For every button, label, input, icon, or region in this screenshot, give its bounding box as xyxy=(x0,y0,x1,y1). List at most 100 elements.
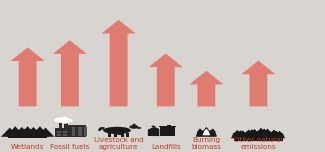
Circle shape xyxy=(54,117,66,123)
Polygon shape xyxy=(243,130,254,134)
Polygon shape xyxy=(262,129,273,133)
Polygon shape xyxy=(258,129,270,135)
Bar xyxy=(72,130,75,133)
Bar xyxy=(55,128,68,137)
Polygon shape xyxy=(242,130,255,136)
Bar xyxy=(78,133,82,136)
Polygon shape xyxy=(30,129,43,137)
Polygon shape xyxy=(189,71,224,106)
Bar xyxy=(78,130,82,133)
Bar xyxy=(253,138,256,140)
Polygon shape xyxy=(236,131,245,134)
Polygon shape xyxy=(236,131,245,136)
Polygon shape xyxy=(245,129,258,138)
Bar xyxy=(159,126,176,127)
Polygon shape xyxy=(149,54,183,106)
Polygon shape xyxy=(275,131,284,135)
Bar xyxy=(121,133,124,137)
Text: Landfills: Landfills xyxy=(151,145,181,150)
Circle shape xyxy=(151,126,155,127)
Polygon shape xyxy=(261,129,274,136)
Polygon shape xyxy=(259,129,269,133)
Bar xyxy=(126,133,129,137)
Bar xyxy=(72,133,75,136)
Polygon shape xyxy=(12,129,25,137)
Bar xyxy=(241,138,244,140)
Polygon shape xyxy=(19,128,32,137)
Text: Livestock and
agriculture: Livestock and agriculture xyxy=(94,137,144,150)
Bar xyxy=(236,138,239,140)
Bar xyxy=(57,134,61,136)
Polygon shape xyxy=(53,40,87,106)
Bar xyxy=(78,127,82,130)
Polygon shape xyxy=(258,128,271,138)
Bar xyxy=(64,122,68,128)
Polygon shape xyxy=(25,127,42,137)
Bar xyxy=(58,121,62,128)
Polygon shape xyxy=(271,131,281,138)
Polygon shape xyxy=(255,129,267,133)
Polygon shape xyxy=(101,20,136,106)
Polygon shape xyxy=(267,130,280,138)
Ellipse shape xyxy=(129,125,138,129)
Bar xyxy=(72,127,75,130)
Bar xyxy=(68,125,86,137)
Polygon shape xyxy=(268,130,280,136)
Polygon shape xyxy=(6,129,20,137)
Bar xyxy=(247,138,250,140)
Bar xyxy=(273,138,275,140)
Polygon shape xyxy=(6,126,24,137)
Polygon shape xyxy=(237,130,249,138)
Polygon shape xyxy=(247,130,257,133)
Bar xyxy=(251,137,253,139)
Text: Other natural
emissions: Other natural emissions xyxy=(234,137,283,150)
FancyBboxPatch shape xyxy=(160,127,175,136)
Polygon shape xyxy=(196,127,217,137)
Ellipse shape xyxy=(137,127,141,129)
Bar xyxy=(114,133,117,137)
Bar xyxy=(263,137,266,139)
Bar xyxy=(108,133,111,137)
Bar xyxy=(239,137,242,139)
Polygon shape xyxy=(249,130,260,134)
Polygon shape xyxy=(13,127,31,137)
Polygon shape xyxy=(231,130,243,136)
Bar xyxy=(63,134,67,136)
Polygon shape xyxy=(37,128,55,137)
Polygon shape xyxy=(274,131,285,136)
Bar xyxy=(57,131,61,133)
Polygon shape xyxy=(253,128,269,138)
Ellipse shape xyxy=(117,133,124,135)
Text: Wetlands: Wetlands xyxy=(11,145,44,150)
Polygon shape xyxy=(274,131,285,138)
Polygon shape xyxy=(260,128,275,138)
Polygon shape xyxy=(238,131,248,136)
Polygon shape xyxy=(272,131,281,136)
Polygon shape xyxy=(24,128,37,137)
Circle shape xyxy=(59,117,69,121)
Bar xyxy=(275,137,278,139)
Bar xyxy=(278,138,281,140)
Bar xyxy=(8,136,47,138)
Polygon shape xyxy=(272,131,280,134)
Bar xyxy=(63,131,67,133)
Text: Burning
biomass: Burning biomass xyxy=(191,137,221,150)
Bar xyxy=(234,138,283,141)
Polygon shape xyxy=(235,130,246,138)
Polygon shape xyxy=(246,130,258,135)
Polygon shape xyxy=(196,130,204,136)
Polygon shape xyxy=(202,129,210,135)
Ellipse shape xyxy=(103,127,131,134)
Polygon shape xyxy=(31,126,49,137)
Polygon shape xyxy=(254,128,268,136)
Polygon shape xyxy=(247,129,262,138)
Bar xyxy=(167,125,171,126)
Polygon shape xyxy=(11,47,45,106)
Polygon shape xyxy=(209,130,217,136)
Polygon shape xyxy=(241,130,256,138)
Polygon shape xyxy=(232,131,242,134)
Polygon shape xyxy=(248,129,261,136)
Bar xyxy=(260,138,262,140)
Polygon shape xyxy=(269,130,279,134)
Polygon shape xyxy=(241,61,276,106)
